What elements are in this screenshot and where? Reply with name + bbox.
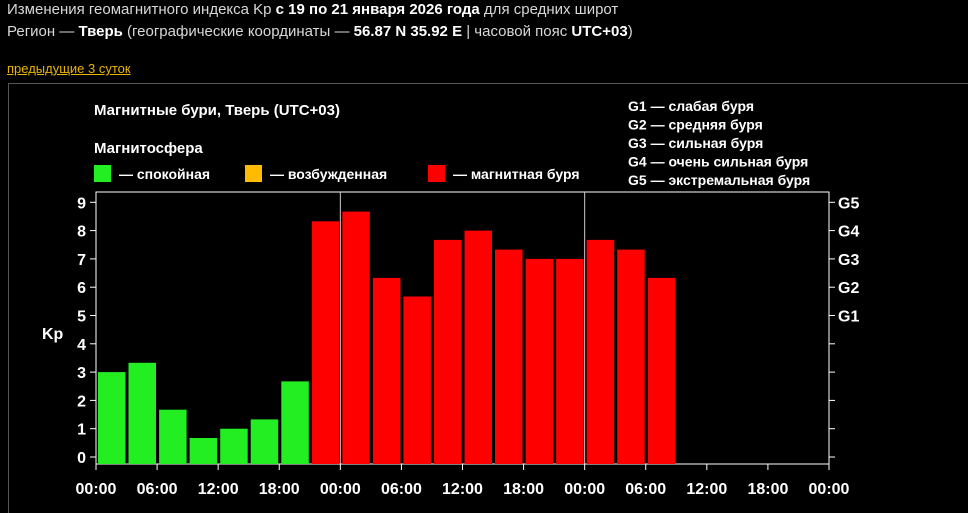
g-tick-label: G1 [838, 309, 859, 326]
x-tick-label: 12:00 [442, 481, 483, 498]
header-line-period: Изменения геомагнитного индекса Kp с 19 … [7, 1, 618, 18]
kp-bar [525, 258, 554, 464]
header-text: (географические координаты — [122, 23, 354, 40]
legend-swatch-2 [428, 165, 445, 182]
x-tick-label: 00:00 [320, 481, 361, 498]
g-scale-legend-item: G4 — очень сильная буря [628, 154, 808, 170]
previous-3-days-link[interactable]: предыдущие 3 суток [7, 61, 131, 76]
g-tick-label: G2 [838, 280, 859, 297]
y-tick-label: 8 [77, 224, 86, 241]
x-tick-label: 18:00 [747, 481, 788, 498]
kp-bar [281, 381, 309, 464]
y-tick-label: 2 [77, 393, 86, 410]
x-tick-label: 18:00 [503, 481, 544, 498]
g-scale-legend-item: G3 — сильная буря [628, 135, 763, 151]
legend-label-1: — возбужденная [270, 166, 387, 182]
y-tick-label: 7 [77, 252, 86, 269]
header-text: Изменения геомагнитного индекса Kp [7, 1, 276, 18]
kp-bar [403, 296, 431, 464]
legend-swatch-1 [245, 165, 262, 182]
g-tick-label: G5 [838, 195, 859, 212]
g-tick-label: G3 [838, 252, 859, 269]
region-coordinates: 56.87 N 35.92 E [353, 23, 463, 40]
kp-bar [159, 409, 187, 464]
legend-label-2: — магнитная буря [453, 166, 580, 182]
kp-bar [617, 249, 645, 464]
kp-bar [311, 221, 340, 464]
kp-bar [495, 249, 523, 464]
y-tick-label: 5 [77, 309, 86, 326]
header-dates: с 19 по 21 января 2026 года [275, 1, 480, 18]
kp-bar [98, 372, 126, 464]
x-tick-label: 06:00 [381, 481, 422, 498]
legend-label-0: — спокойная [119, 166, 210, 182]
y-tick-label: 1 [77, 422, 86, 439]
kp-bar [372, 277, 401, 464]
kp-bar [250, 419, 279, 464]
header-text: | часовой пояс [462, 23, 572, 40]
x-tick-label: 12:00 [198, 481, 239, 498]
kp-chart: Магнитные бури, Тверь (UTC+03) Магнитосфе… [42, 98, 859, 498]
kp-bar [342, 211, 370, 464]
kp-bar [556, 258, 584, 464]
x-tick-label: 06:00 [625, 481, 666, 498]
header-text: Регион — [7, 23, 79, 40]
y-tick-label: 3 [77, 365, 86, 382]
header-text: ) [627, 23, 633, 40]
x-tick-label: 12:00 [686, 481, 727, 498]
y-tick-label: 6 [77, 280, 86, 297]
x-tick-label: 00:00 [564, 481, 605, 498]
region-timezone: UTC+03 [571, 23, 628, 40]
region-city: Тверь [78, 23, 123, 40]
header-text: для средних широт [479, 1, 619, 18]
kp-bar [189, 438, 218, 464]
x-tick-label: 06:00 [137, 481, 178, 498]
legend-swatch-0 [94, 165, 111, 182]
y-tick-label: 0 [77, 450, 86, 467]
kp-bar [434, 239, 462, 464]
y-tick-label: 9 [77, 195, 86, 212]
y-axis-label: Kp [42, 326, 64, 343]
kp-bar [464, 230, 492, 464]
x-tick-label: 00:00 [76, 481, 117, 498]
chart-panel: Магнитные бури, Тверь (UTC+03) Магнитосфе… [8, 83, 968, 513]
kp-bar [128, 362, 156, 464]
g-scale-legend-item: G5 — экстремальная буря [628, 172, 810, 188]
g-scale-legend-item: G2 — средняя буря [628, 117, 763, 133]
kp-bar [586, 239, 615, 464]
g-tick-label: G4 [838, 224, 859, 241]
kp-bar [220, 428, 248, 464]
y-tick-label: 4 [77, 337, 86, 354]
plot-frame [95, 191, 830, 465]
x-tick-label: 18:00 [259, 481, 300, 498]
legend-title: Магнитосфера [94, 140, 203, 157]
g-scale-legend-item: G1 — слабая буря [628, 98, 754, 114]
kp-bar [647, 277, 676, 464]
header-line-region: Регион — Тверь (географические координат… [7, 23, 633, 40]
chart-title: Магнитные бури, Тверь (UTC+03) [94, 102, 340, 119]
x-tick-label: 00:00 [809, 481, 850, 498]
